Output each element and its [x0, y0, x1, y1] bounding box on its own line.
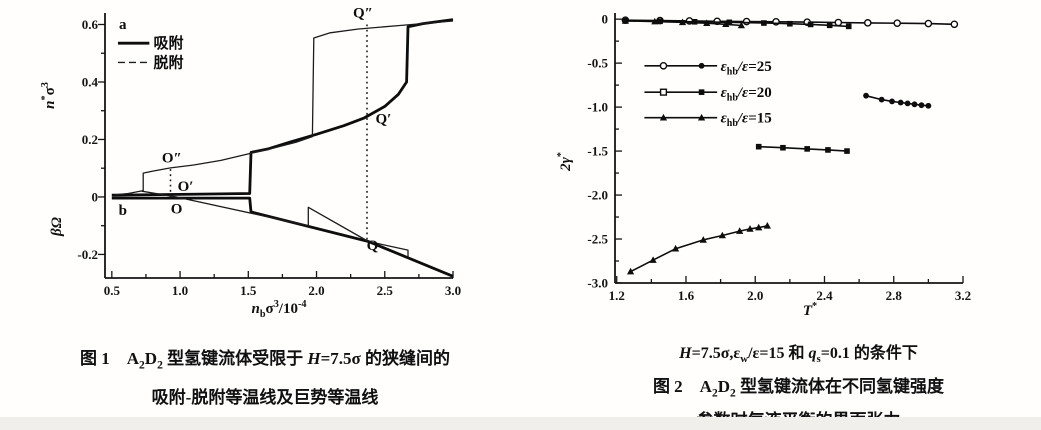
svg-text:吸附: 吸附: [153, 34, 183, 52]
svg-text:1.6: 1.6: [678, 288, 695, 303]
fig2-y-axis-label: 2γ*: [555, 152, 574, 171]
svg-text:a: a: [119, 17, 127, 33]
fig2-chart: 1.2 1.6 2.0 2.4 2.8 3.2 0 -0.5 -1.0 -1.5 -2.0 -2.5 -…: [587, 12, 971, 303]
svg-text:2.0: 2.0: [747, 288, 763, 303]
svg-text:O″: O″: [162, 150, 182, 166]
svg-text:εhb/ε=20: εhb/ε=20: [721, 85, 772, 104]
svg-text:0.2: 0.2: [82, 132, 98, 147]
svg-text:1.2: 1.2: [609, 288, 625, 303]
svg-text:εhb/ε=15: εhb/ε=15: [721, 111, 772, 130]
svg-text:1.5: 1.5: [240, 283, 257, 298]
svg-text:εhb/ε=25: εhb/ε=25: [721, 59, 772, 78]
svg-text:3.2: 3.2: [955, 288, 971, 303]
figure2-container: 1.2 1.6 2.0 2.4 2.8 3.2 0 -0.5 -1.0 -1.5 -2.0 -2.5 -…: [556, 0, 1041, 338]
svg-text:Q″: Q″: [353, 5, 373, 21]
fig1-y-axis-label-bottom: βΩ: [48, 217, 65, 236]
fig1-chart: 0.5 1.0 1.5 2.0 2.5 3.0 -0.2 0 0.2 0.4 0.6 a b O″ O′ O Q…: [77, 5, 461, 298]
svg-text:0.6: 0.6: [82, 17, 99, 32]
svg-text:脱附: 脱附: [153, 53, 183, 71]
svg-text:-3.0: -3.0: [587, 276, 608, 291]
svg-text:1.0: 1.0: [172, 283, 188, 298]
svg-text:Q: Q: [367, 238, 379, 254]
svg-text:-1.5: -1.5: [587, 144, 608, 159]
fig1-x-axis-label: nbσ3/10-4: [251, 299, 307, 320]
svg-text:-0.5: -0.5: [587, 56, 608, 71]
figure1-caption-line2: 吸附-脱附等温线及巨势等温线: [151, 388, 379, 408]
svg-text:0.5: 0.5: [104, 283, 121, 298]
svg-text:2.8: 2.8: [886, 288, 903, 303]
svg-text:0.4: 0.4: [82, 74, 99, 89]
figure2-caption-conditions: H=7.5σ,εw/ε=15 和 qs=0.1 的条件下: [679, 345, 918, 366]
svg-text:O: O: [171, 202, 183, 218]
svg-text:-0.2: -0.2: [77, 247, 98, 262]
svg-text:O′: O′: [178, 179, 194, 195]
svg-text:3.0: 3.0: [445, 283, 461, 298]
fig1-y-axis-label-top: n*σ3: [39, 82, 58, 109]
svg-text:2.4: 2.4: [816, 288, 833, 303]
svg-text:2.0: 2.0: [308, 283, 324, 298]
scan-edge-artifact: [0, 417, 1041, 430]
svg-text:0: 0: [92, 189, 99, 204]
figure1-caption: 图 1 A2D2 型氢键流体受限于 H=7.5σ 的狭缝间的 吸附-脱附等温线及…: [30, 342, 500, 414]
svg-text:-2.0: -2.0: [587, 188, 608, 203]
svg-text:-1.0: -1.0: [587, 100, 608, 115]
svg-text:2.5: 2.5: [377, 283, 394, 298]
figure1-container: 0.5 1.0 1.5 2.0 2.5 3.0 -0.2 0 0.2 0.4 0.6 a b O″ O′ O Q…: [30, 0, 500, 338]
svg-text:-2.5: -2.5: [587, 232, 608, 247]
figure1-caption-line1: 图 1 A2D2 型氢键流体受限于 H=7.5σ 的狭缝间的: [79, 349, 451, 372]
svg-text:Q′: Q′: [375, 112, 391, 128]
svg-text:b: b: [119, 203, 127, 219]
fig2-x-axis-label: T*: [802, 301, 818, 319]
svg-text:0: 0: [602, 12, 609, 27]
figure2-caption-line1: 图 2 A2D2 型氢键流体在不同氢键强度: [652, 377, 945, 400]
